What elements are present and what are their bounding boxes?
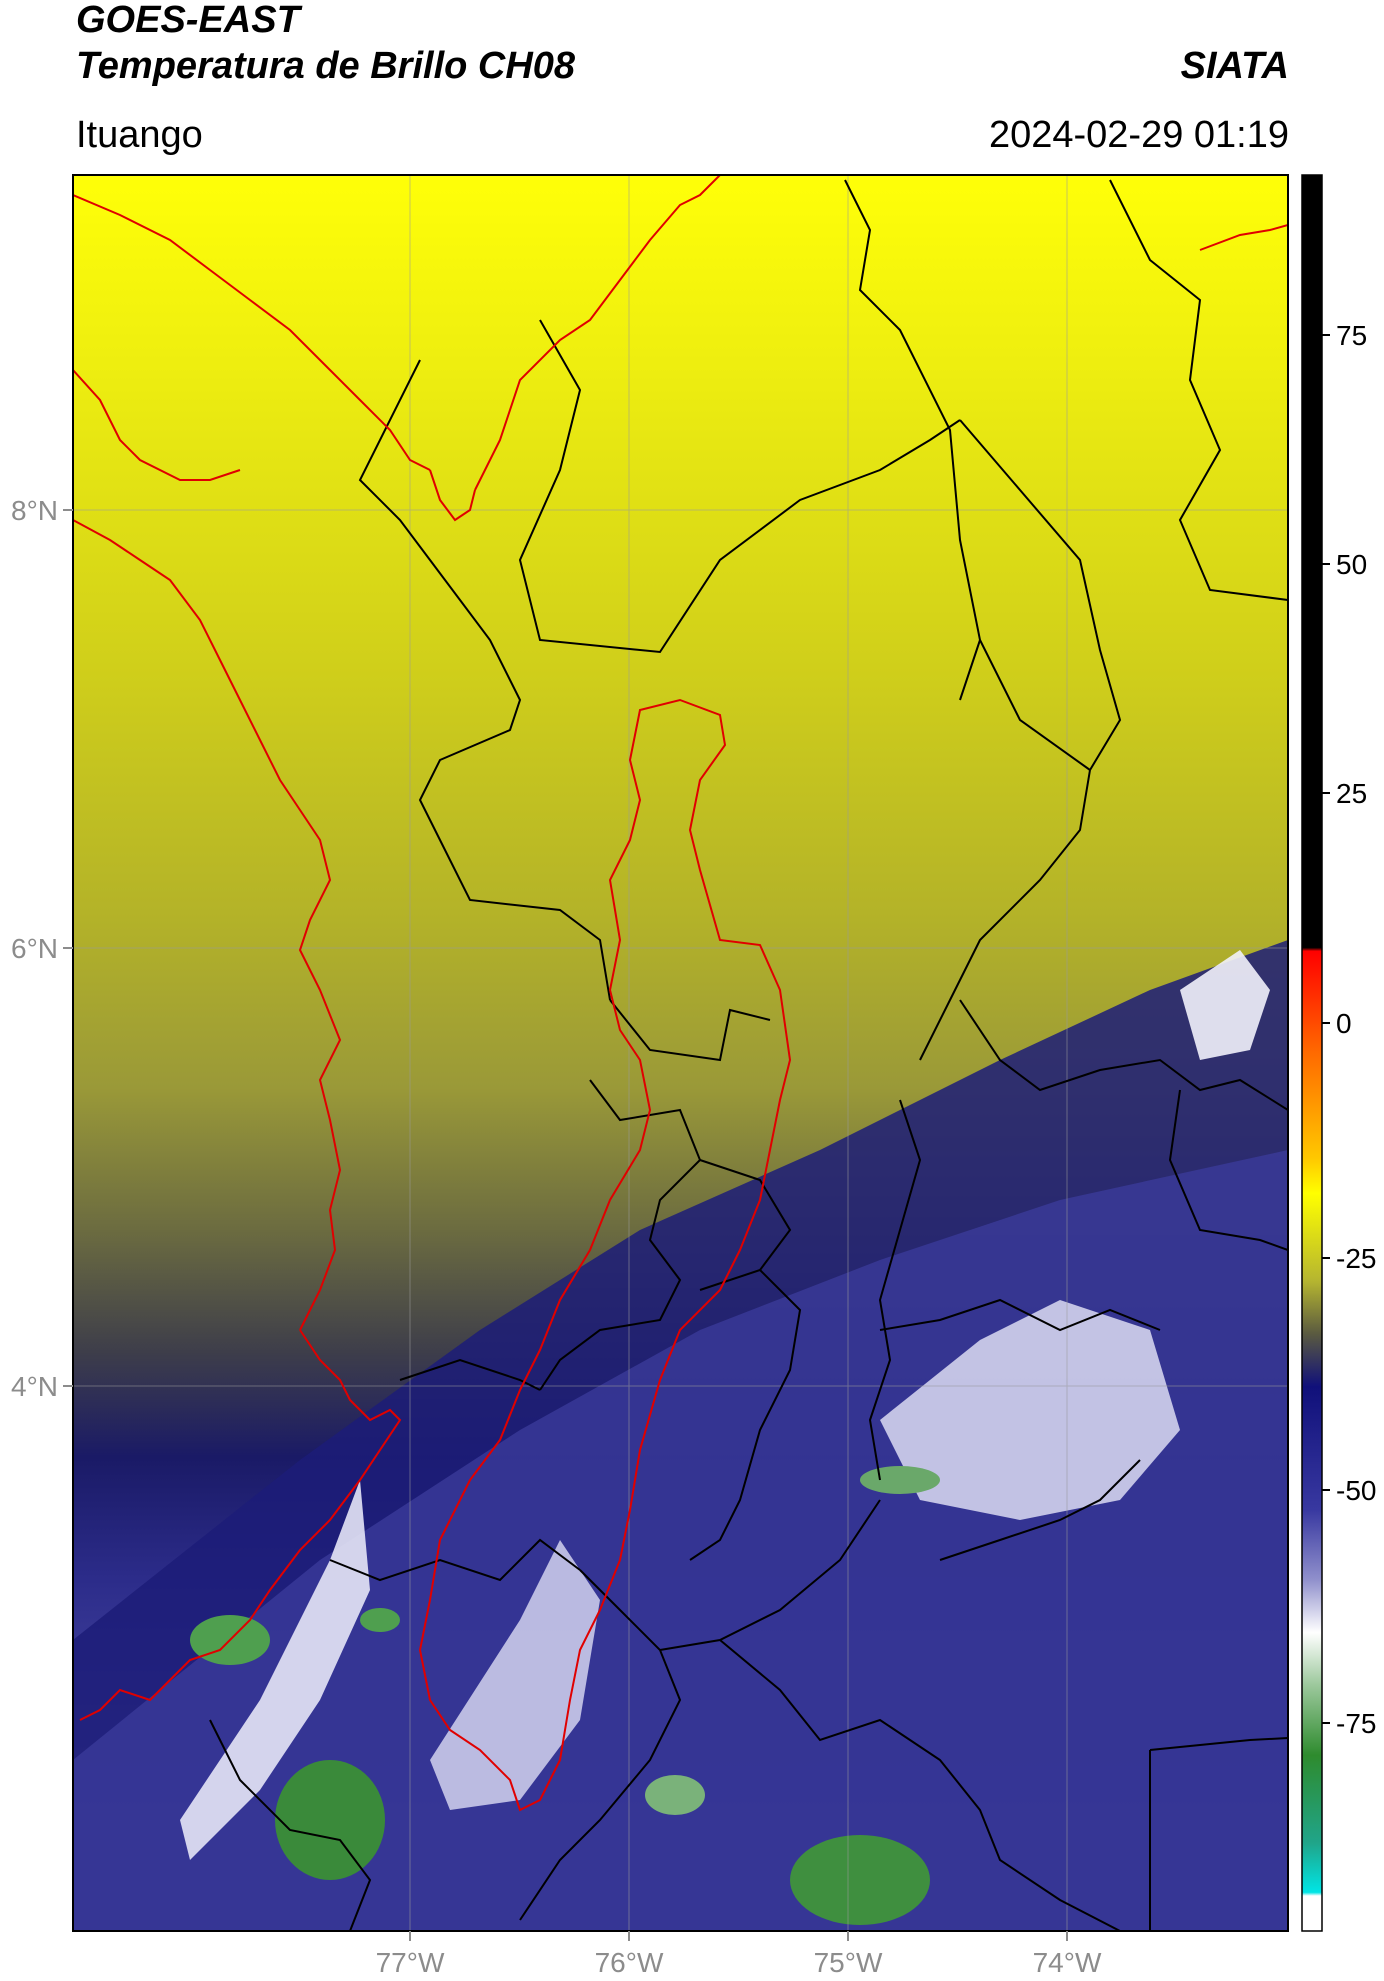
cold-core	[360, 1608, 400, 1632]
lon-label: 75°W	[814, 1947, 883, 1978]
colorbar-label: -50	[1336, 1475, 1376, 1506]
brand-label: SIATA	[1180, 45, 1289, 87]
cloud-top	[1180, 950, 1270, 1060]
colorbar-ticks	[1322, 334, 1330, 1724]
lat-label: 6°N	[11, 933, 58, 964]
cloud-top	[880, 1300, 1180, 1520]
cold-core	[860, 1466, 940, 1494]
cold-core	[275, 1760, 385, 1880]
lat-label: 8°N	[11, 495, 58, 526]
lon-ticks	[409, 1931, 1068, 1941]
cloud-top	[180, 1480, 370, 1860]
basin-outline	[418, 698, 792, 1812]
graticule	[73, 175, 1288, 1931]
lon-label: 77°W	[376, 1947, 445, 1978]
lon-label: 76°W	[595, 1947, 664, 1978]
colorbar-label: 0	[1336, 1008, 1352, 1039]
colorbar-label: 50	[1336, 549, 1367, 580]
cloud-top	[430, 1540, 600, 1810]
admin-boundaries	[209, 179, 1288, 1931]
colorbar-label: 25	[1336, 778, 1367, 809]
cold-core	[645, 1775, 705, 1815]
lon-label: 74°W	[1033, 1947, 1102, 1978]
region-label: Ituango	[76, 114, 203, 156]
timestamp-label: 2024-02-29 01:19	[988, 114, 1289, 156]
lat-label: 4°N	[11, 1371, 58, 1402]
product-title: Temperatura de Brillo CH08	[76, 45, 576, 87]
map-frame	[72, 174, 1289, 1932]
colorbar	[1301, 174, 1323, 1932]
satellite-title: GOES-EAST	[76, 0, 300, 41]
lat-ticks	[63, 509, 73, 1387]
colorbar-label: -25	[1336, 1243, 1376, 1274]
coastline	[73, 175, 1288, 1721]
map-field	[73, 175, 1288, 1931]
cold-core	[790, 1835, 930, 1925]
colorbar-label: 75	[1336, 320, 1367, 351]
colorbar-label: -75	[1336, 1708, 1376, 1739]
